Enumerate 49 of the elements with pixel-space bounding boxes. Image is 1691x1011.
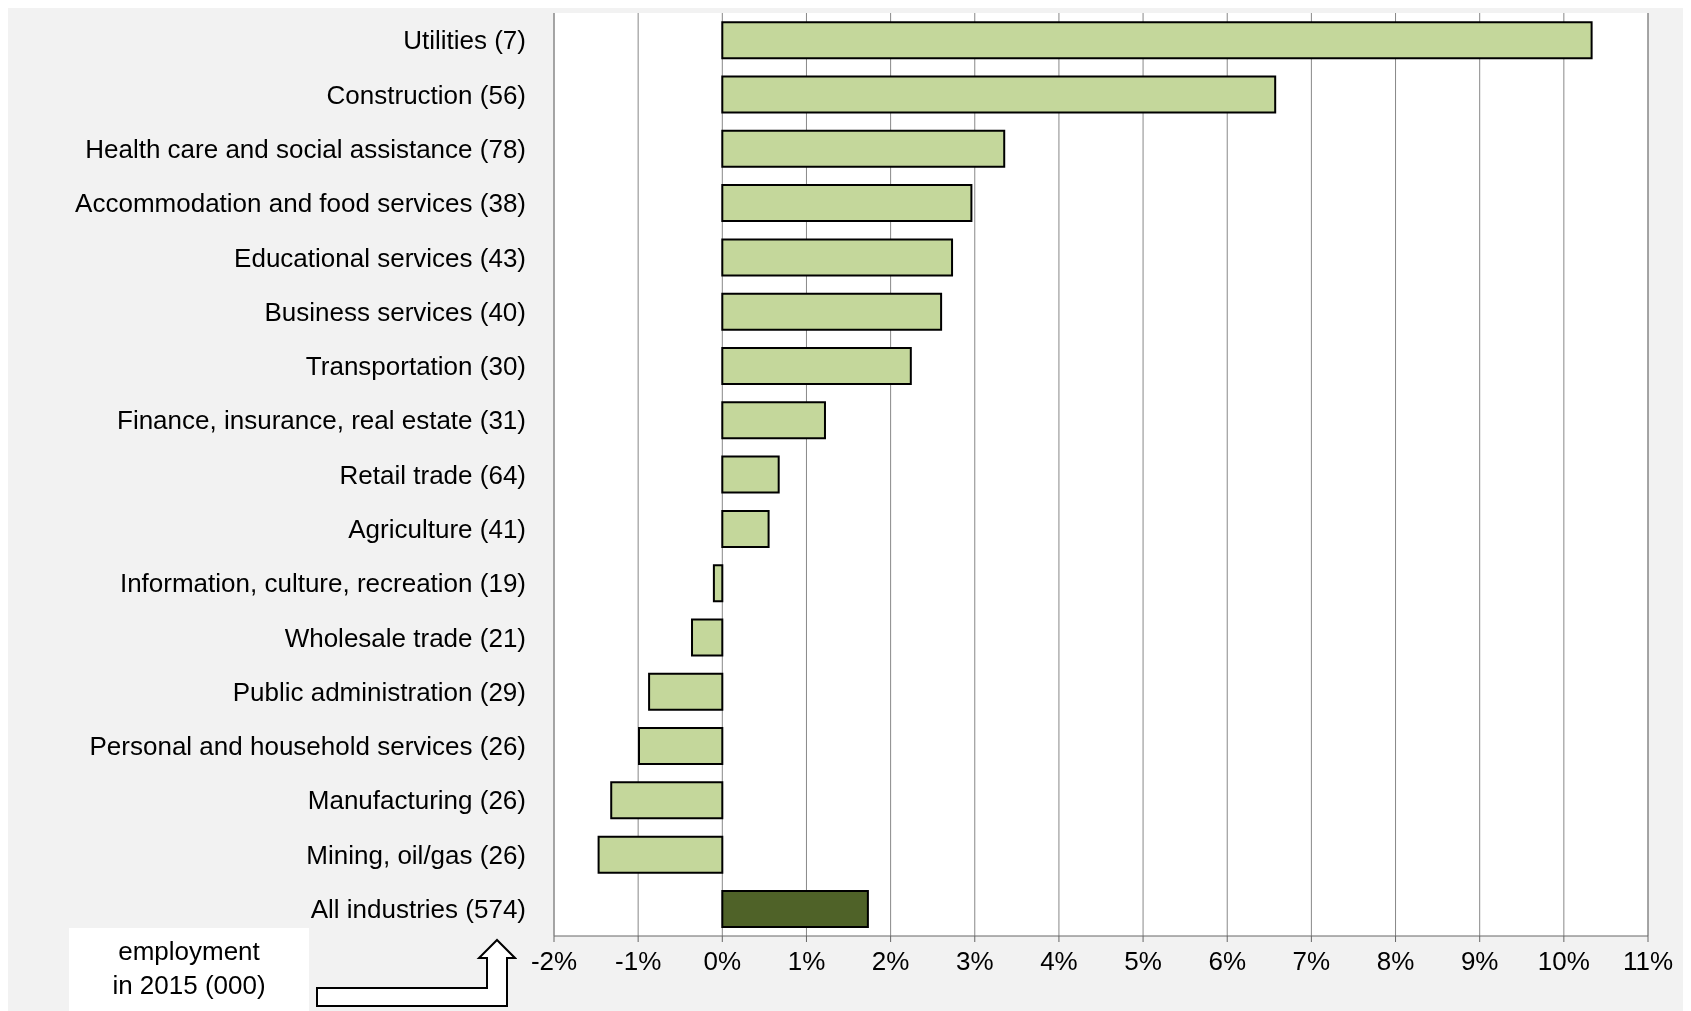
y-tick-label: Information, culture, recreation (19) xyxy=(119,568,526,599)
x-tick-label: -2% xyxy=(530,946,578,977)
bar xyxy=(691,618,724,657)
y-tick-label: Personal and household services (26) xyxy=(89,731,526,762)
text: employment in 2015 (000) xyxy=(69,928,309,1011)
x-tick-label: -1% xyxy=(615,946,662,977)
x-tick-label: 5% xyxy=(1124,946,1162,977)
bar xyxy=(721,238,954,277)
y-tick-label: Mining, oil/gas (26) xyxy=(306,839,526,870)
x-tick-label: 8% xyxy=(1376,946,1415,977)
y-tick-label: Public administration (29) xyxy=(232,676,526,707)
y-tick-label: Construction (56) xyxy=(326,79,526,110)
x-tick-label: 1% xyxy=(787,946,826,977)
bar xyxy=(721,21,1593,60)
y-tick-label: Agriculture (41) xyxy=(348,514,526,545)
x-tick-label: 10% xyxy=(1537,946,1590,977)
x-tick-label: 0% xyxy=(703,946,742,977)
bar xyxy=(638,727,724,766)
x-tick-label: 3% xyxy=(955,946,994,977)
bar xyxy=(648,672,724,711)
y-tick-label: Transportation (30) xyxy=(305,351,526,382)
bar xyxy=(597,835,724,874)
y-tick-label: All industries (574) xyxy=(310,894,526,925)
x-tick-label: 4% xyxy=(1040,946,1078,977)
bar xyxy=(721,346,912,385)
x-tick-label: 7% xyxy=(1292,946,1331,977)
bar xyxy=(721,292,943,331)
y-tick-label: Retail trade (64) xyxy=(339,459,526,490)
bar xyxy=(712,564,724,603)
x-tick-label: 9% xyxy=(1460,946,1499,977)
y-tick-label: Business services (40) xyxy=(264,296,526,327)
bar xyxy=(721,401,826,440)
x-tick-label: 6% xyxy=(1208,946,1247,977)
x-tick-label: 11% xyxy=(1622,946,1674,977)
bar xyxy=(721,509,770,548)
y-tick-label: Wholesale trade (21) xyxy=(284,622,526,653)
x-tick-label: 2% xyxy=(871,946,910,977)
y-tick-label: Utilities (7) xyxy=(403,25,526,56)
y-tick-label: Educational services (43) xyxy=(234,242,526,273)
bar xyxy=(721,184,973,223)
y-tick-label: Finance, insurance, real estate (31) xyxy=(117,405,526,436)
y-tick-label: Accommodation and food services (38) xyxy=(75,188,526,219)
bar xyxy=(721,889,869,928)
bar xyxy=(721,75,1277,114)
y-tick-label: Manufacturing (26) xyxy=(307,785,526,816)
bar xyxy=(721,129,1006,168)
bar xyxy=(610,781,724,820)
bar xyxy=(721,455,780,494)
y-tick-label: Health care and social assistance (78) xyxy=(85,133,526,164)
